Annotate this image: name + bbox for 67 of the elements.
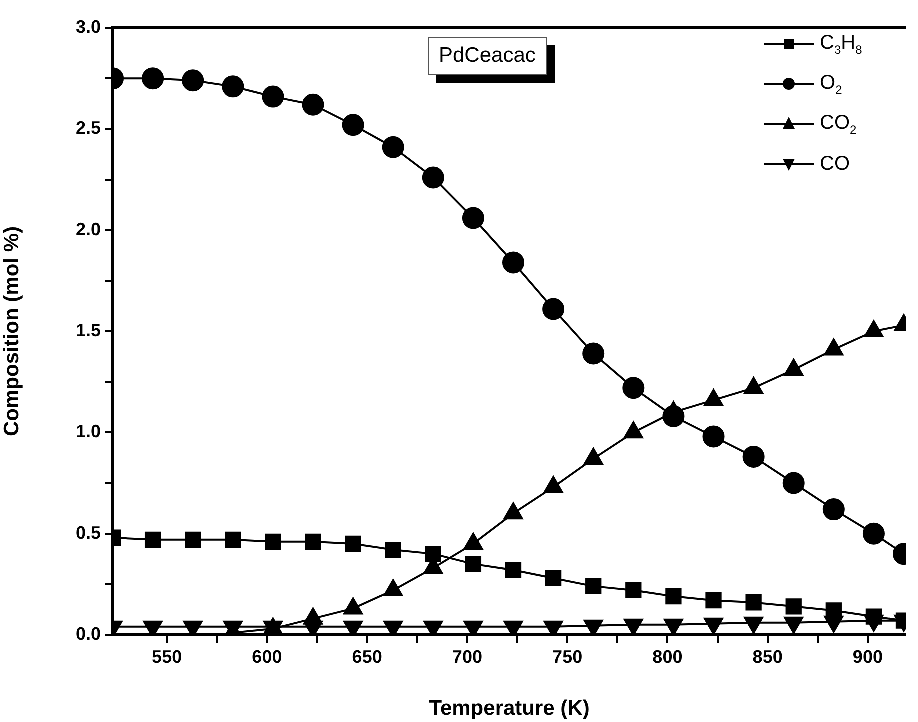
y-tick-label: 0.0 xyxy=(76,624,101,644)
point xyxy=(385,542,402,558)
point xyxy=(305,534,322,550)
point xyxy=(742,446,765,468)
x-tick-label: 900 xyxy=(852,646,883,667)
y-tick-label: 2.5 xyxy=(76,118,101,138)
y-tick-label: 1.0 xyxy=(76,422,101,442)
point xyxy=(422,166,444,189)
point xyxy=(462,207,484,230)
point xyxy=(662,405,685,428)
x-tick-label: 600 xyxy=(252,646,282,667)
point xyxy=(464,620,484,635)
point xyxy=(222,76,244,98)
point xyxy=(225,532,242,548)
point xyxy=(782,472,805,494)
point xyxy=(465,556,482,572)
point xyxy=(542,298,565,320)
x-tick-label: 850 xyxy=(752,646,783,667)
legend-label: CO xyxy=(820,152,850,176)
point xyxy=(425,546,442,562)
y-tick-label: 3.0 xyxy=(76,16,101,37)
point xyxy=(142,68,164,90)
point xyxy=(342,114,364,136)
legend-label: O$_{2}$ xyxy=(820,72,842,96)
point xyxy=(786,598,802,615)
point xyxy=(182,70,204,92)
point xyxy=(185,532,202,548)
point xyxy=(862,522,885,545)
legend-label: CO$_{2}$ xyxy=(820,112,857,136)
point xyxy=(262,86,284,108)
x-tick-label: 550 xyxy=(152,646,182,667)
point xyxy=(144,532,162,548)
point xyxy=(666,588,682,605)
point xyxy=(265,534,282,550)
point xyxy=(345,536,362,552)
x-tick-label: 650 xyxy=(352,646,382,667)
legend-label: C$_{3}$H$_{8}$ xyxy=(820,32,862,56)
point xyxy=(504,620,524,635)
x-axis-title: Temperature (K) xyxy=(429,697,590,720)
point xyxy=(584,620,604,635)
point xyxy=(183,620,203,635)
point xyxy=(545,570,562,586)
y-tick-label: 1.5 xyxy=(76,320,101,340)
point xyxy=(544,620,564,635)
y-axis-title: Composition (mol %) xyxy=(0,226,24,436)
x-tick-label: 750 xyxy=(552,646,583,667)
point xyxy=(582,342,605,365)
point xyxy=(822,498,845,521)
point xyxy=(344,620,363,635)
point xyxy=(502,252,525,274)
point xyxy=(382,136,404,158)
x-tick-label: 700 xyxy=(452,646,482,667)
point xyxy=(702,426,725,448)
point xyxy=(626,582,642,599)
y-tick-label: 2.0 xyxy=(76,219,101,240)
point xyxy=(302,94,324,116)
point xyxy=(586,578,602,595)
point xyxy=(384,620,404,635)
point xyxy=(746,594,762,611)
x-tick-label: 800 xyxy=(652,646,683,667)
annotation: PdCeacac xyxy=(439,44,536,67)
point xyxy=(505,562,522,578)
point xyxy=(622,377,645,400)
y-tick-label: 0.5 xyxy=(76,522,101,543)
point xyxy=(143,620,163,635)
point xyxy=(424,620,444,635)
point xyxy=(706,592,722,609)
